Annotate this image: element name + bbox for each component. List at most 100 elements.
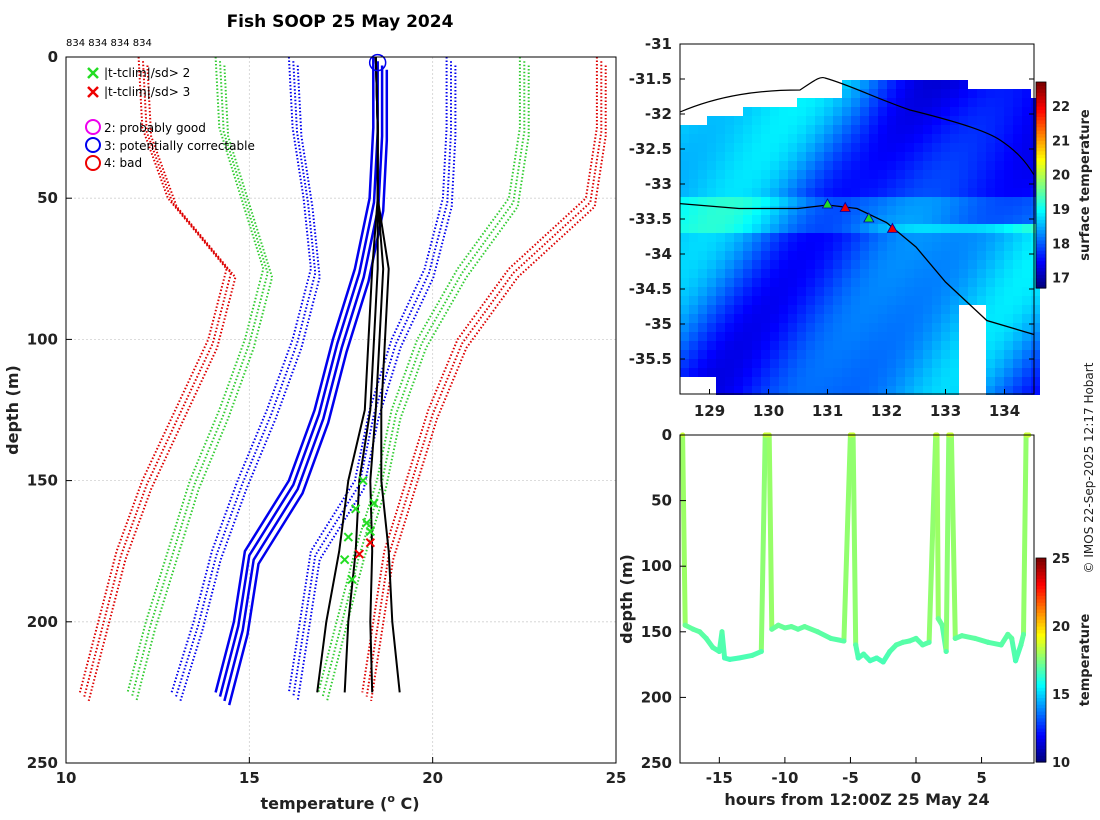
sst-cell	[779, 305, 788, 314]
sst-cell	[680, 233, 689, 242]
temperature-colorbar-step	[1036, 683, 1046, 688]
sst-cell	[986, 116, 995, 125]
sst-cell	[815, 368, 824, 377]
sst-cell	[824, 332, 833, 341]
depth-time-point	[736, 655, 742, 661]
sst-cell	[689, 368, 698, 377]
sst-cell	[806, 98, 815, 107]
sst-colorbar-label: surface temperature	[1078, 109, 1093, 261]
sst-cell	[995, 206, 1004, 215]
sst-cell	[887, 125, 896, 134]
sst-cell	[716, 359, 725, 368]
sst-cell	[869, 152, 878, 161]
depth-time-point	[703, 635, 709, 641]
sst-cell	[932, 179, 941, 188]
sst-cell	[878, 188, 887, 197]
sst-cell	[986, 251, 995, 260]
sst-cell	[833, 152, 842, 161]
sst-cell	[752, 251, 761, 260]
temperature-colorbar-step	[1036, 670, 1046, 675]
sst-cell	[860, 332, 869, 341]
sst-cell	[716, 377, 725, 386]
sst-cell	[986, 269, 995, 278]
map-y-tick-label: -35.5	[629, 350, 672, 368]
sst-cell	[941, 314, 950, 323]
sst-cell	[806, 386, 815, 395]
sst-cell	[842, 251, 851, 260]
sst-cell	[869, 89, 878, 98]
sst-cell	[1022, 323, 1031, 332]
sst-cell	[716, 332, 725, 341]
sst-cell	[941, 116, 950, 125]
surface-marker	[368, 53, 387, 72]
x-axis-label-main: temperature (	[260, 794, 387, 813]
sst-cell	[725, 242, 734, 251]
sst-cell	[689, 215, 698, 224]
sst-cell	[869, 224, 878, 233]
sst-cell	[725, 269, 734, 278]
sst-cell	[680, 260, 689, 269]
sst-cell	[1004, 278, 1013, 287]
sst-cell	[977, 224, 986, 233]
sst-cell	[779, 143, 788, 152]
sst-cell	[725, 125, 734, 134]
depth-time-y-tick-label: 250	[641, 754, 672, 772]
sst-cell	[941, 242, 950, 251]
map-y-tick-label: -31.5	[629, 70, 672, 88]
sst-cell	[977, 269, 986, 278]
sst-cell	[743, 215, 752, 224]
sst-cell	[950, 260, 959, 269]
sst-cell	[734, 170, 743, 179]
sst-colorbar-step	[1036, 281, 1046, 286]
depth-time-point	[722, 655, 728, 661]
depth-time-point	[1018, 642, 1024, 648]
sst-cell	[788, 260, 797, 269]
depth-time-segment	[850, 432, 859, 648]
sst-cell	[914, 260, 923, 269]
sst-cell	[743, 170, 752, 179]
sst-cell	[1022, 152, 1031, 161]
depth-time-segment	[758, 432, 768, 654]
sst-colorbar-step	[1036, 116, 1046, 121]
sst-cell	[968, 233, 977, 242]
sst-cell	[860, 341, 869, 350]
sst-cell	[905, 296, 914, 305]
map-y-tick-label: -33	[645, 175, 672, 193]
sst-cell	[752, 242, 761, 251]
sst-cell	[824, 188, 833, 197]
sst-cell	[833, 215, 842, 224]
sst-cell	[1013, 377, 1022, 386]
temperature-colorbar-step	[1036, 619, 1046, 624]
sst-cell	[869, 98, 878, 107]
sst-cell	[923, 341, 932, 350]
sst-cell	[860, 269, 869, 278]
sst-colorbar-step	[1036, 102, 1046, 107]
sst-cell	[788, 107, 797, 116]
sst-cell	[1004, 143, 1013, 152]
sst-cell	[1013, 224, 1022, 233]
sst-cell	[986, 143, 995, 152]
temperature-colorbar-step	[1036, 721, 1046, 726]
sst-cell	[923, 206, 932, 215]
sst-cell	[950, 233, 959, 242]
sst-cell	[716, 188, 725, 197]
sst-cell	[815, 332, 824, 341]
sst-cell	[1004, 170, 1013, 179]
sst-cell	[905, 179, 914, 188]
flag-green-x	[339, 554, 350, 565]
sst-cell	[842, 215, 851, 224]
sst-cell	[725, 386, 734, 395]
sst-cell	[950, 350, 959, 359]
sst-cell	[743, 377, 752, 386]
sst-cell	[761, 359, 770, 368]
sst-cell	[842, 305, 851, 314]
sst-cell	[1031, 233, 1040, 242]
sst-cell	[995, 287, 1004, 296]
sst-cell	[941, 341, 950, 350]
sst-cell	[860, 170, 869, 179]
sst-cell	[986, 224, 995, 233]
sst-cell	[770, 161, 779, 170]
sst-cell	[995, 269, 1004, 278]
sst-cell	[716, 368, 725, 377]
sst-cell	[1022, 179, 1031, 188]
